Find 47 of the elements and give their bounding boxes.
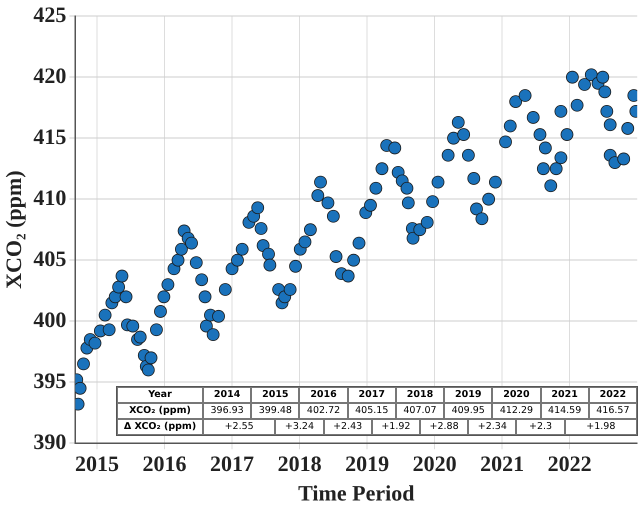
annotation: 396.93 — [203, 403, 252, 419]
annotation: 412.29 — [492, 403, 541, 419]
y-tick-label: 400 — [33, 306, 66, 332]
y-tick-label: 415 — [33, 124, 66, 149]
annotation: +1.92 — [372, 419, 420, 435]
annotation: Year — [117, 387, 203, 403]
x-tick-label: 2017 — [210, 451, 254, 476]
annotation: 2020 — [492, 387, 541, 403]
x-tick-label: 2015 — [75, 451, 120, 476]
annotation: +1.98 — [564, 419, 637, 435]
annotation: 2016 — [299, 387, 348, 403]
x-tick-label: 2020 — [412, 451, 457, 476]
annotation: +2.43 — [324, 419, 372, 435]
annotation: 2014 — [203, 387, 252, 403]
annotation: Δ XCO₂ (ppm) — [117, 419, 203, 435]
annotation: XCO₂ (ppm) — [117, 403, 203, 419]
annotation: 399.48 — [251, 403, 300, 419]
y-tick-label: 410 — [33, 184, 66, 210]
y-tick-label: 395 — [33, 368, 66, 393]
annotation: 402.72 — [299, 403, 348, 419]
annotation: 414.59 — [540, 403, 589, 419]
x-tick-label: 2022 — [548, 451, 592, 476]
x-axis-title: Time Period — [298, 480, 414, 506]
y-tick-label: 420 — [33, 62, 66, 88]
y-tick-label: 405 — [33, 246, 66, 271]
annotation: 416.57 — [588, 403, 637, 419]
annotation: +2.34 — [468, 419, 516, 435]
x-tick-label: 2019 — [345, 451, 390, 476]
annotation: 405.15 — [348, 403, 396, 419]
annotation: 2015 — [251, 387, 300, 403]
annotation: 2019 — [444, 387, 492, 403]
y-tick-label: 390 — [33, 428, 66, 454]
x-tick-label: 2018 — [278, 451, 322, 476]
annotation: 2022 — [588, 387, 637, 403]
x-tick-label: 2021 — [480, 451, 524, 476]
annotation: +2.55 — [203, 419, 276, 435]
y-axis-title: XCO₂ (ppm) — [0, 170, 26, 289]
annotation: 409.95 — [444, 403, 492, 419]
x-tick-label: 2016 — [142, 451, 187, 476]
y-tick-label: 425 — [33, 2, 66, 27]
annotation: +3.24 — [275, 419, 324, 435]
annotation: +2.3 — [516, 419, 565, 435]
annotation: 2017 — [348, 387, 396, 403]
annotation: 407.07 — [396, 403, 444, 419]
annotation: 2018 — [396, 387, 444, 403]
annotation: 2021 — [540, 387, 589, 403]
annotation: +2.88 — [420, 419, 468, 435]
